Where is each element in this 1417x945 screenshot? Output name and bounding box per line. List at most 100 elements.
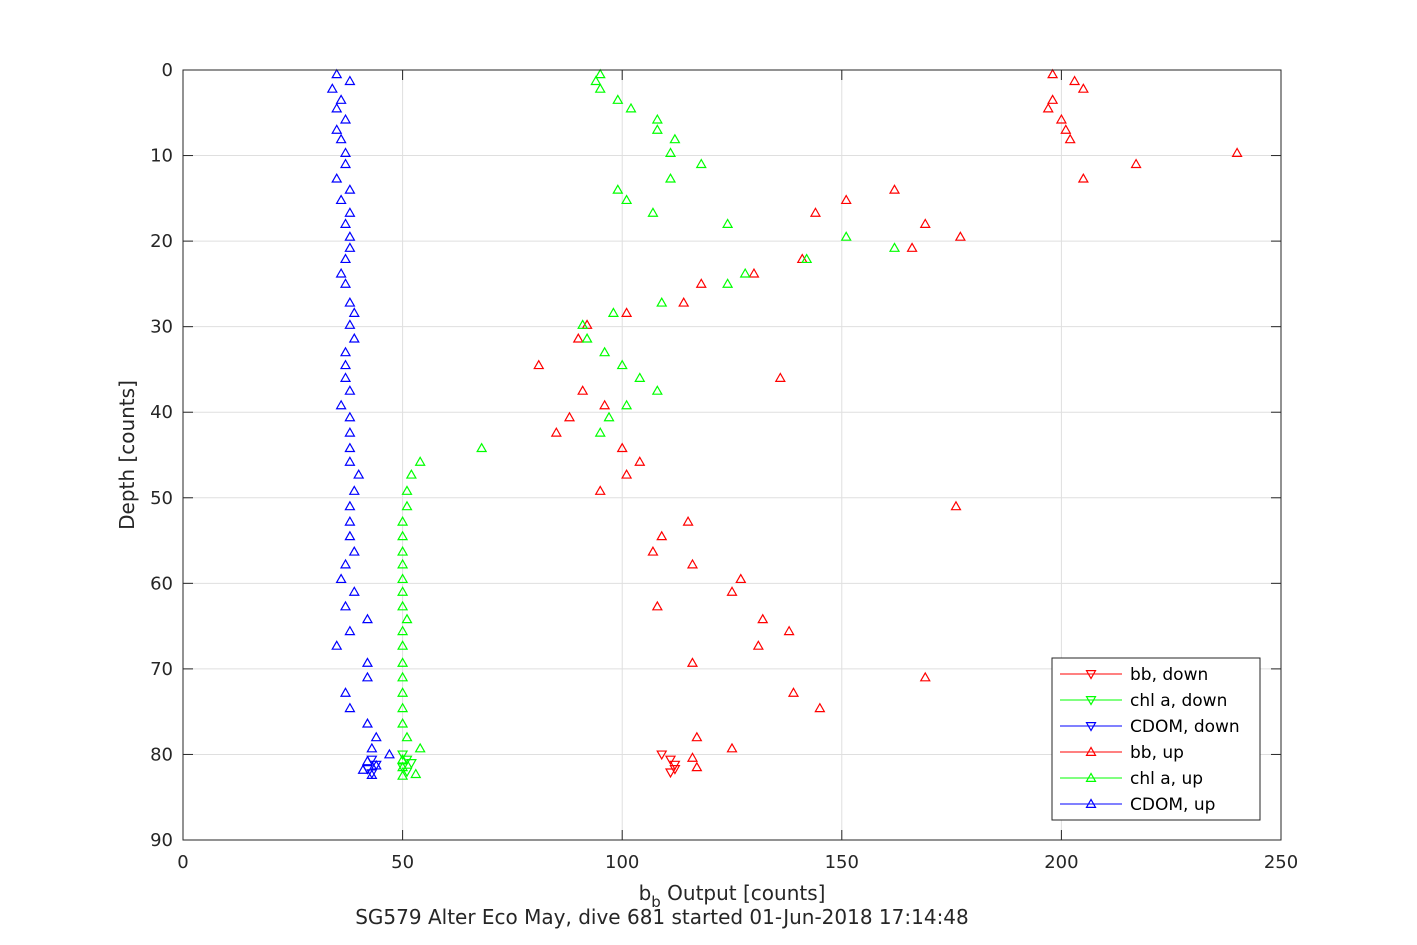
legend-label: bb, up <box>1130 743 1184 763</box>
data-point <box>695 278 707 288</box>
y-tick-label: 70 <box>150 659 173 680</box>
data-point <box>344 516 356 526</box>
data-point <box>348 586 360 596</box>
data-point <box>339 687 352 697</box>
data-point <box>344 184 356 194</box>
y-tick-label: 60 <box>150 573 173 594</box>
data-point <box>1077 172 1089 183</box>
data-point <box>361 717 373 728</box>
data-point <box>888 184 901 194</box>
caption: SG579 Alter Eco May, dive 681 started 01… <box>355 905 969 929</box>
legend-marker <box>1085 772 1097 782</box>
legend-marker <box>1085 722 1097 732</box>
ticks: 0 50 100 150 200 250 0 10 20 30 40 50 60 70 80 90 <box>150 60 1298 873</box>
legend-item: bb, up <box>1060 743 1184 763</box>
data-point <box>397 671 409 682</box>
data-point <box>370 731 382 742</box>
data-point <box>370 759 382 770</box>
data-point <box>1069 75 1081 86</box>
data-point <box>651 385 663 395</box>
data-point <box>621 468 633 479</box>
data-point <box>664 147 677 157</box>
data-point <box>344 625 356 636</box>
data-point <box>722 278 734 288</box>
data-point <box>397 530 409 541</box>
data-point <box>726 742 738 753</box>
data-point <box>401 485 413 495</box>
data-point <box>331 68 343 79</box>
data-point <box>664 768 677 779</box>
x-axis-label-sub: b <box>651 893 661 911</box>
data-point <box>335 194 347 205</box>
data-point <box>599 346 611 357</box>
data-point <box>335 573 347 584</box>
data-point <box>344 702 356 713</box>
data-point <box>401 731 413 742</box>
data-point <box>344 231 356 241</box>
data-point <box>533 359 545 370</box>
data-point <box>888 242 901 252</box>
data-point <box>594 485 606 495</box>
data-point <box>664 172 677 183</box>
data-point <box>1047 68 1059 79</box>
data-point <box>401 767 413 778</box>
data-point <box>950 500 962 511</box>
legend-label: chl a, down <box>1130 691 1227 711</box>
data-point <box>739 267 751 278</box>
data-point <box>410 768 422 779</box>
data-point <box>748 267 760 278</box>
data-point <box>563 411 576 422</box>
data-point <box>678 297 690 307</box>
data-point <box>1077 83 1089 93</box>
legend-marker <box>1085 798 1097 808</box>
data-point <box>691 731 703 742</box>
data-point <box>634 372 646 382</box>
data-point <box>339 278 352 288</box>
y-tick-label: 20 <box>150 231 173 252</box>
legend-label: chl a, up <box>1130 769 1203 789</box>
data-point <box>331 172 343 183</box>
y-tick-label: 80 <box>150 744 173 765</box>
data-point <box>344 385 356 395</box>
data-point <box>339 113 352 124</box>
data-point <box>1042 102 1054 113</box>
legend-label: CDOM, down <box>1130 717 1240 737</box>
data-point <box>401 613 413 624</box>
data-point <box>383 748 395 759</box>
data-point <box>590 75 602 86</box>
data-point <box>344 297 356 307</box>
data-point <box>366 769 378 779</box>
data-point <box>695 158 707 169</box>
data-point <box>397 702 409 713</box>
data-point <box>339 558 352 569</box>
legend-item: chl a, down <box>1060 691 1227 711</box>
data-point <box>1047 94 1059 104</box>
data-point <box>397 516 409 526</box>
data-point <box>476 442 488 453</box>
data-point <box>669 133 681 144</box>
data-point <box>550 427 562 437</box>
data-point <box>616 442 628 453</box>
data-point <box>335 133 347 144</box>
data-point <box>1055 113 1067 124</box>
data-point <box>787 687 800 697</box>
data-point <box>682 516 694 526</box>
data-point <box>919 671 931 682</box>
data-point <box>397 586 409 596</box>
y-tick-label: 50 <box>150 488 173 509</box>
data-point <box>397 625 409 636</box>
data-point <box>634 456 646 466</box>
data-point <box>612 94 624 104</box>
data-point <box>722 218 734 228</box>
series-cdom-up <box>326 68 395 779</box>
data-point <box>353 468 365 479</box>
data-point <box>809 207 821 217</box>
legend-box <box>1051 657 1261 821</box>
x-tick-label: 150 <box>825 852 859 873</box>
data-point <box>344 319 356 329</box>
data-point <box>572 332 584 343</box>
data-point <box>656 297 668 307</box>
data-point <box>348 307 360 317</box>
data-point <box>344 530 356 541</box>
